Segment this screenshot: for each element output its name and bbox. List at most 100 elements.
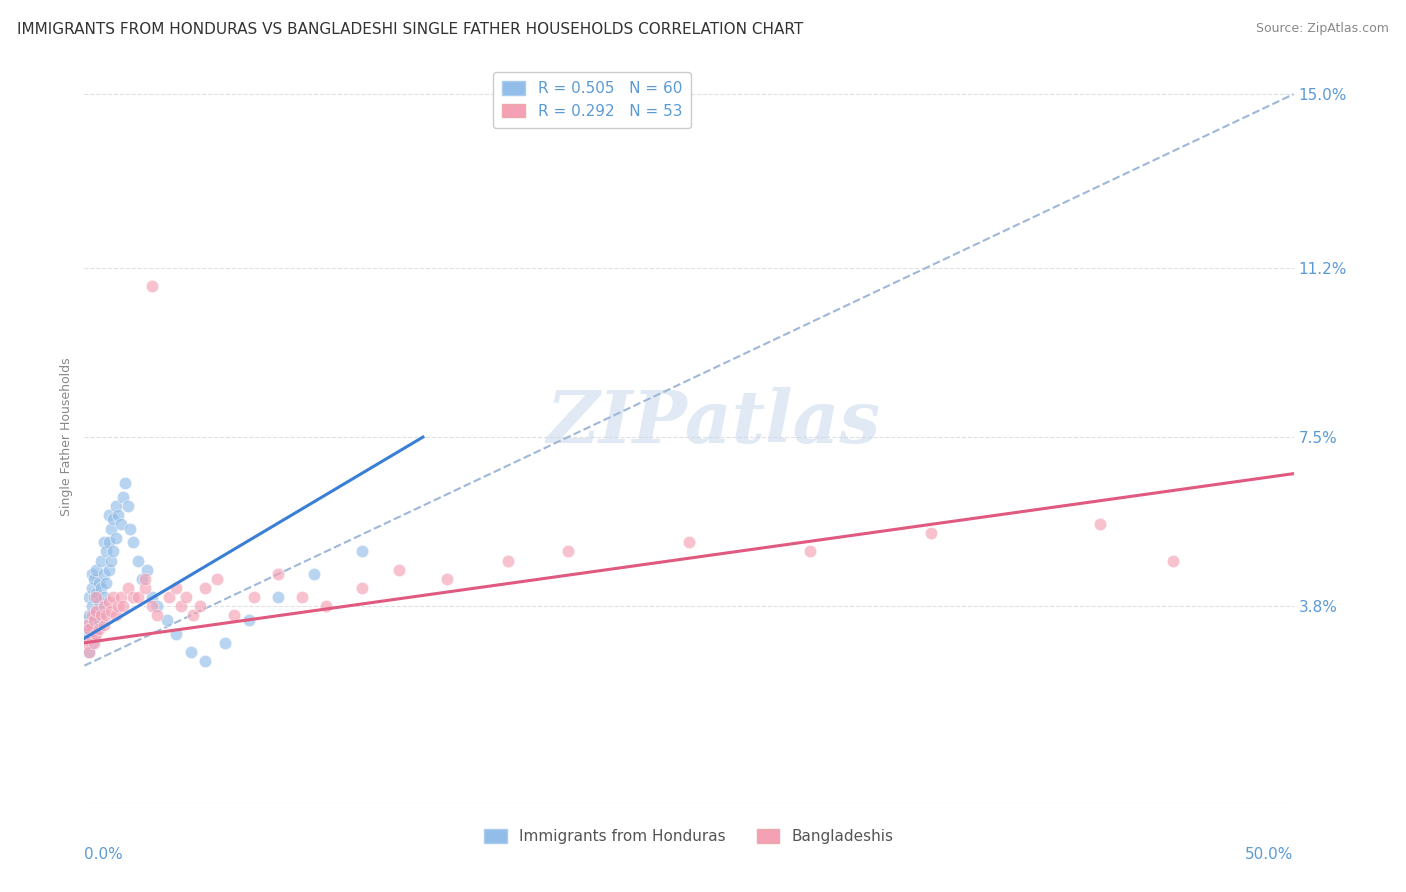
Point (146, 599, 169, 614)
Point (242, 590, 264, 604)
Point (87, 576, 110, 591)
Point (291, 590, 314, 604)
Point (76, 626, 98, 640)
Point (103, 590, 125, 604)
Point (93, 590, 115, 604)
Point (80, 599, 103, 614)
Point (110, 590, 132, 604)
Point (86, 585, 108, 599)
Text: 50.0%: 50.0% (1246, 847, 1294, 862)
Point (77, 645, 100, 659)
Point (90, 581, 112, 595)
Point (112, 490, 135, 504)
Point (83, 636, 105, 650)
Point (1161, 553, 1184, 567)
Point (107, 599, 129, 614)
Point (87, 622, 110, 636)
Text: 0.0%: 0.0% (84, 847, 124, 862)
Point (93, 617, 115, 632)
Point (141, 279, 163, 293)
Point (83, 608, 105, 623)
Point (110, 516, 132, 531)
Point (117, 581, 139, 595)
Point (267, 567, 290, 582)
Point (90, 604, 112, 618)
Point (77, 590, 100, 604)
Point (80, 617, 103, 632)
Point (76, 617, 98, 632)
Point (80, 581, 103, 595)
Point (920, 526, 942, 541)
Point (83, 613, 105, 627)
Point (97, 508, 120, 522)
Point (181, 608, 204, 623)
Point (134, 581, 156, 595)
Point (170, 599, 193, 614)
Point (77, 645, 100, 659)
Point (127, 553, 149, 567)
Point (180, 645, 202, 659)
Point (100, 604, 122, 618)
Point (86, 590, 108, 604)
Point (134, 572, 156, 586)
Point (93, 567, 115, 582)
Text: IMMIGRANTS FROM HONDURAS VS BANGLADESHI SINGLE FATHER HOUSEHOLDS CORRELATION CHA: IMMIGRANTS FROM HONDURAS VS BANGLADESHI … (17, 22, 803, 37)
Legend: Immigrants from Honduras, Bangladeshis: Immigrants from Honduras, Bangladeshis (478, 822, 900, 850)
Point (214, 636, 236, 650)
Point (97, 563, 120, 577)
Point (76, 613, 98, 627)
Point (112, 599, 135, 614)
Point (207, 572, 229, 586)
Point (103, 544, 125, 558)
Point (1088, 516, 1111, 531)
Point (155, 613, 177, 627)
Point (224, 608, 246, 623)
Point (93, 535, 115, 549)
Point (90, 608, 112, 623)
Point (352, 581, 374, 595)
Y-axis label: Single Father Households: Single Father Households (60, 358, 73, 516)
Point (165, 626, 187, 640)
Point (94, 576, 117, 591)
Point (104, 499, 127, 513)
Point (315, 599, 337, 614)
Point (267, 590, 290, 604)
Point (114, 475, 136, 490)
Point (100, 553, 122, 567)
Point (86, 604, 108, 618)
Point (80, 608, 103, 623)
Point (136, 563, 159, 577)
Point (557, 544, 579, 558)
Point (238, 613, 260, 627)
Point (678, 535, 700, 549)
Point (190, 599, 212, 614)
Point (87, 594, 110, 608)
Point (141, 590, 163, 604)
Point (388, 563, 411, 577)
Point (799, 544, 821, 558)
Point (83, 590, 105, 604)
Point (86, 604, 108, 618)
Point (86, 626, 108, 640)
Point (77, 622, 100, 636)
Point (90, 553, 112, 567)
Point (80, 636, 103, 650)
Point (131, 572, 153, 586)
Point (121, 535, 143, 549)
Point (94, 608, 117, 623)
Point (496, 553, 519, 567)
Point (83, 632, 105, 646)
Point (77, 622, 100, 636)
Point (94, 544, 117, 558)
Point (146, 608, 169, 623)
Point (174, 590, 197, 604)
Point (104, 531, 127, 545)
Point (165, 581, 187, 595)
Point (80, 632, 103, 646)
Point (93, 599, 115, 614)
Point (302, 567, 325, 582)
Point (86, 622, 108, 636)
Text: ZIPatlas: ZIPatlas (546, 387, 880, 458)
Point (104, 608, 127, 623)
Point (120, 521, 142, 535)
